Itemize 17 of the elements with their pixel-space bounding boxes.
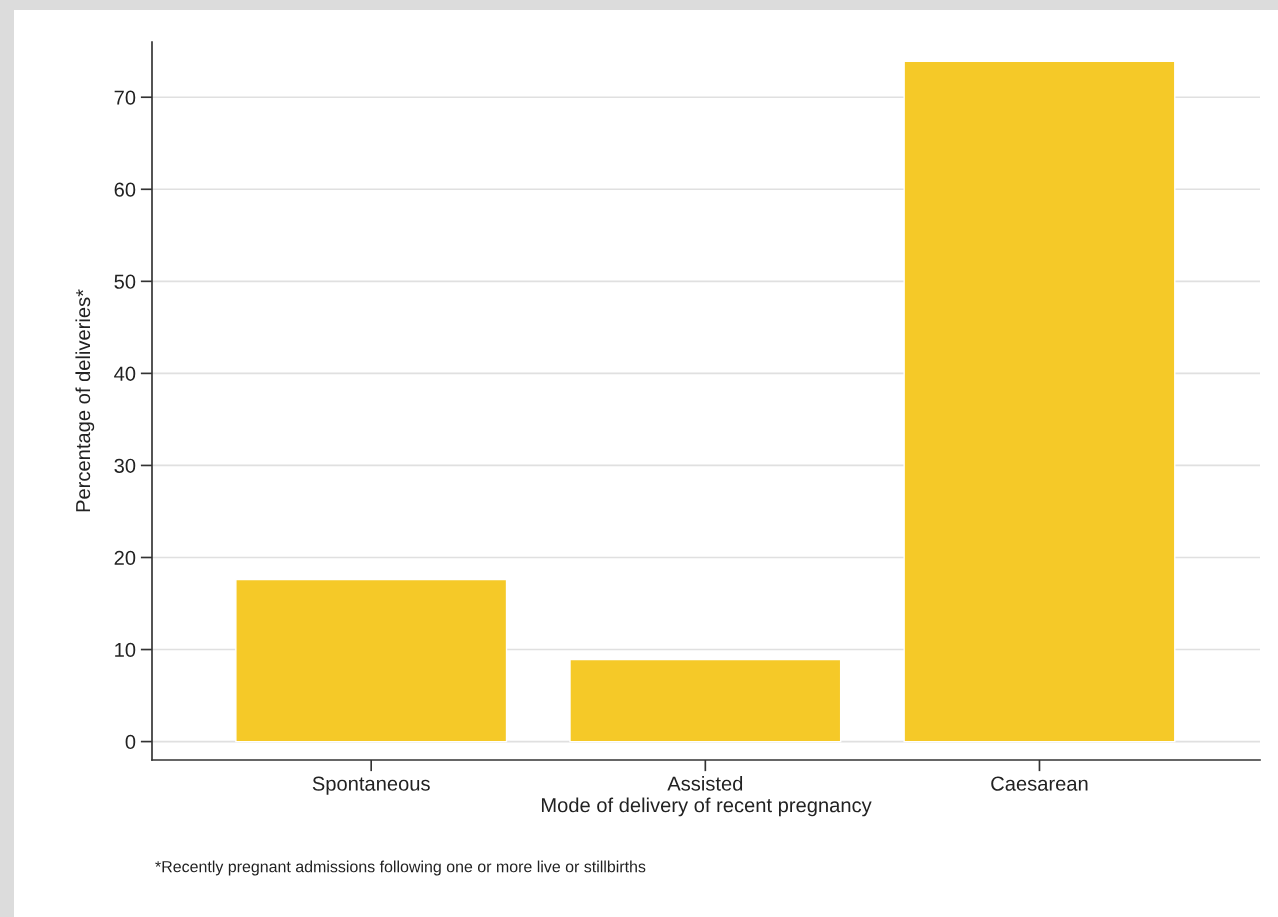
y-tick-label: 40 xyxy=(114,366,136,381)
y-tick-label: 20 xyxy=(114,550,136,565)
bar xyxy=(569,658,842,743)
y-tick-label: 60 xyxy=(114,182,136,197)
y-axis-title: Percentage of deliveries* xyxy=(75,289,95,512)
text: *Recently pregnant admissions following one or more live or stillbirths xyxy=(155,860,646,876)
x-axis-title: Mode of delivery of recent pregnancy xyxy=(541,797,872,817)
y-tick-label: 0 xyxy=(125,734,136,750)
bar xyxy=(903,60,1176,743)
x-tick-label: Spontaneous xyxy=(312,776,430,795)
y-tick-label: 10 xyxy=(115,642,136,658)
x-tick-label: Caesarean xyxy=(991,776,1088,791)
y-tick-label: 50 xyxy=(114,274,136,289)
y-tick-label: 30 xyxy=(114,458,136,473)
y-tick-label: 70 xyxy=(114,90,136,105)
x-tick-label: Assisted xyxy=(667,775,743,791)
bar xyxy=(235,578,508,743)
